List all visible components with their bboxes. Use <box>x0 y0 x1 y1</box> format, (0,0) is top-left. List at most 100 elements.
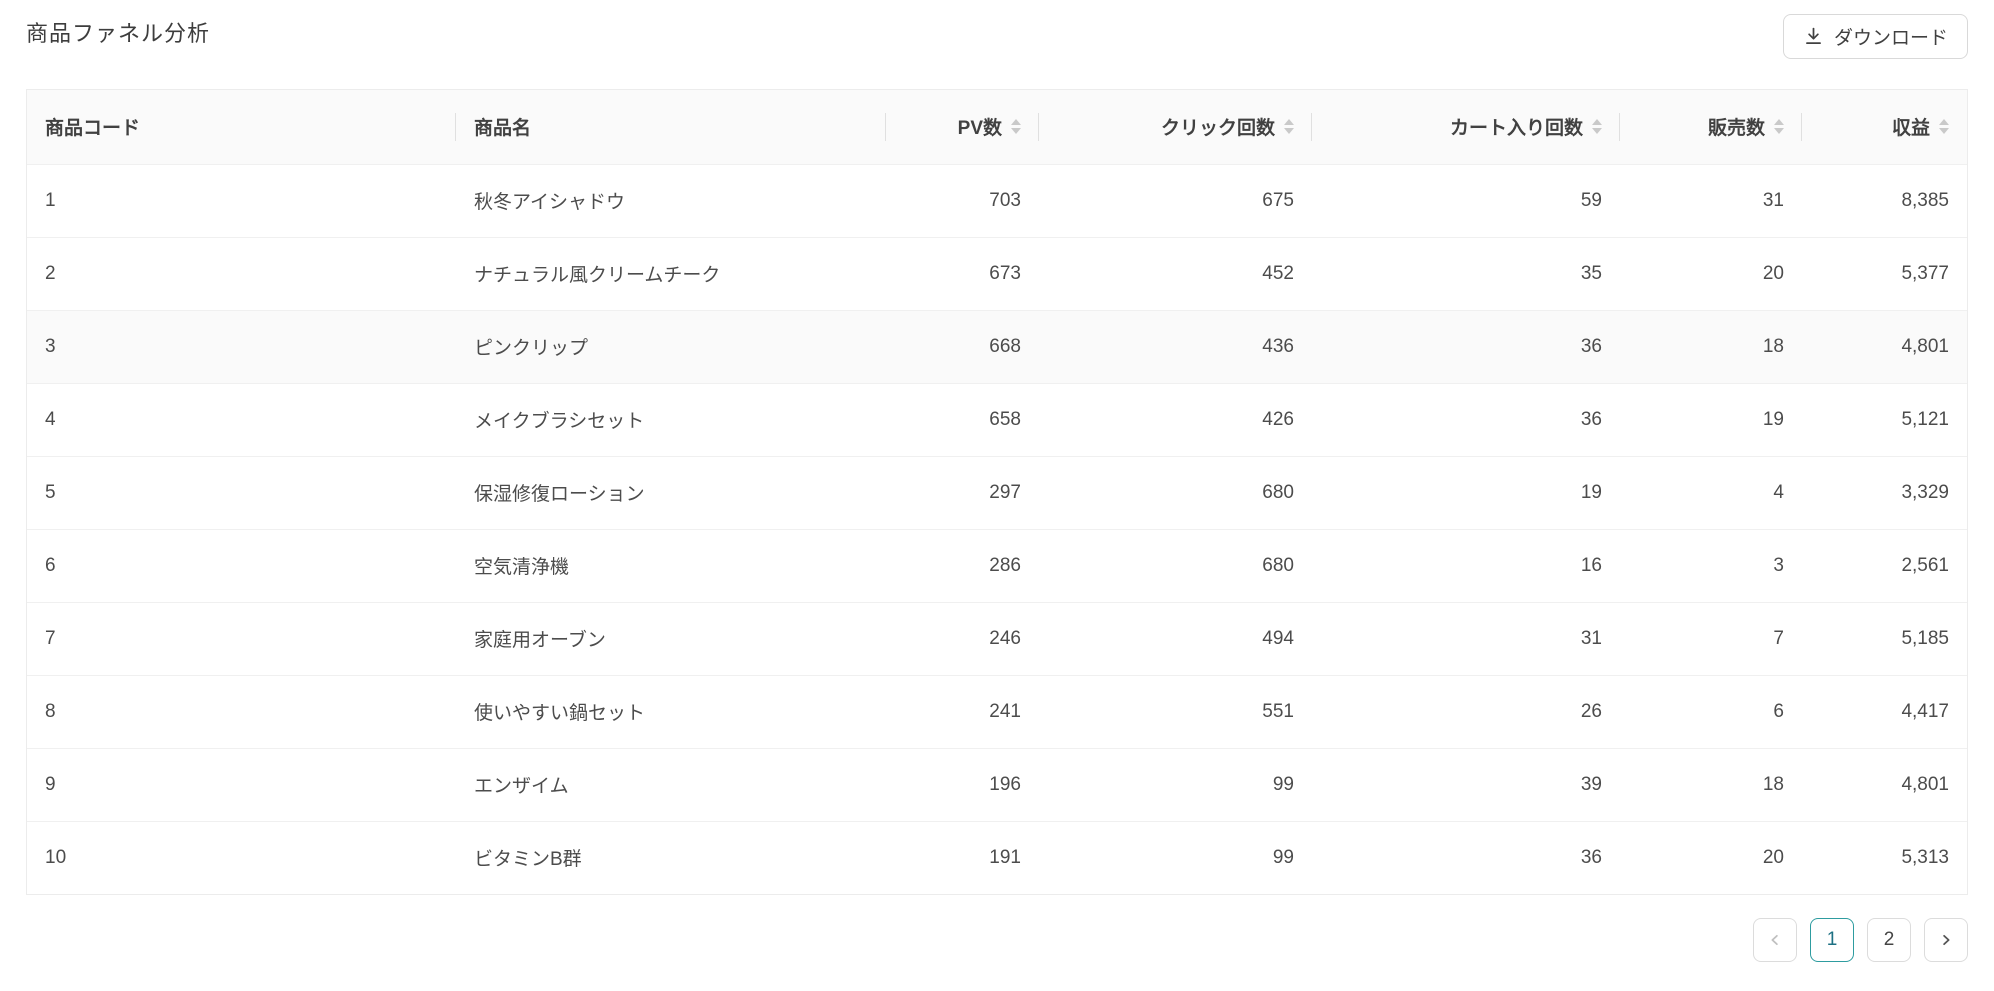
cell-sales: 20 <box>1620 236 1802 310</box>
cell-code: 9 <box>27 747 456 821</box>
sort-carets-icon[interactable] <box>1774 119 1784 135</box>
cell-pv: 668 <box>886 309 1039 383</box>
table-row: 10 ビタミンB群 191 99 36 20 5,313 <box>27 820 1967 894</box>
cell-code: 7 <box>27 601 456 675</box>
sort-carets-icon[interactable] <box>1592 119 1602 135</box>
column-header-product-name: 商品名 <box>456 90 886 164</box>
cell-sales: 3 <box>1620 528 1802 602</box>
cell-cart: 16 <box>1312 528 1620 602</box>
cell-code: 4 <box>27 382 456 456</box>
table-row: 1 秋冬アイシャドウ 703 675 59 31 8,385 <box>27 163 1967 237</box>
page-title: 商品ファネル分析 <box>26 21 211 46</box>
pagination-page-1[interactable]: 1 <box>1810 918 1854 962</box>
product-funnel-page: 商品ファネル分析 ダウンロード 商品コード 商品 <box>0 0 1994 962</box>
cell-pv: 191 <box>886 820 1039 894</box>
table-row: 6 空気清浄機 286 680 16 3 2,561 <box>27 528 1967 602</box>
cell-pv: 196 <box>886 747 1039 821</box>
cell-sales: 7 <box>1620 601 1802 675</box>
cell-name: 使いやすい鍋セット <box>456 674 886 748</box>
cell-revenue: 3,329 <box>1802 455 1967 529</box>
table-header-row: 商品コード 商品名 PV数 クリック回数 <box>27 90 1967 164</box>
cell-name: 保湿修復ローション <box>456 455 886 529</box>
cell-cart: 35 <box>1312 236 1620 310</box>
column-header-revenue[interactable]: 収益 <box>1802 90 1967 164</box>
table-row: 9 エンザイム 196 99 39 18 4,801 <box>27 747 1967 821</box>
table-row: 8 使いやすい鍋セット 241 551 26 6 4,417 <box>27 674 1967 748</box>
cell-name: 秋冬アイシャドウ <box>456 163 886 237</box>
cell-clicks: 551 <box>1039 674 1312 748</box>
cell-name: ナチュラル風クリームチーク <box>456 236 886 310</box>
cell-cart: 36 <box>1312 382 1620 456</box>
cell-pv: 703 <box>886 163 1039 237</box>
cell-clicks: 680 <box>1039 528 1312 602</box>
column-label: 収益 <box>1891 118 1930 140</box>
topbar: 商品ファネル分析 ダウンロード <box>26 0 1968 59</box>
column-label: クリック回数 <box>1160 118 1275 140</box>
table-row: 2 ナチュラル風クリームチーク 673 452 35 20 5,377 <box>27 236 1967 310</box>
cell-code: 10 <box>27 820 456 894</box>
column-header-pv[interactable]: PV数 <box>886 90 1039 164</box>
cell-pv: 297 <box>886 455 1039 529</box>
column-label: 販売数 <box>1707 118 1765 140</box>
pagination-next-button[interactable] <box>1924 918 1968 962</box>
sort-carets-icon[interactable] <box>1284 119 1294 135</box>
column-label: 商品コード <box>45 118 141 140</box>
column-header-product-code: 商品コード <box>27 90 456 164</box>
sort-carets-icon[interactable] <box>1939 119 1949 135</box>
cell-sales: 19 <box>1620 382 1802 456</box>
pagination-page-2[interactable]: 2 <box>1867 918 1911 962</box>
cell-name: メイクブラシセット <box>456 382 886 456</box>
cell-sales: 18 <box>1620 747 1802 821</box>
cell-clicks: 452 <box>1039 236 1312 310</box>
cell-name: エンザイム <box>456 747 886 821</box>
table-row: 3 ピンクリップ 668 436 36 18 4,801 <box>27 309 1967 383</box>
cell-pv: 658 <box>886 382 1039 456</box>
cell-revenue: 2,561 <box>1802 528 1967 602</box>
cell-cart: 19 <box>1312 455 1620 529</box>
download-button-label: ダウンロード <box>1833 28 1948 49</box>
cell-name: ピンクリップ <box>456 309 886 383</box>
chevron-right-icon <box>1937 931 1955 949</box>
cell-name: 家庭用オーブン <box>456 601 886 675</box>
download-icon <box>1803 26 1824 47</box>
cell-revenue: 4,417 <box>1802 674 1967 748</box>
download-button[interactable]: ダウンロード <box>1782 14 1968 59</box>
cell-sales: 6 <box>1620 674 1802 748</box>
sort-carets-icon[interactable] <box>1011 119 1021 135</box>
cell-clicks: 99 <box>1039 820 1312 894</box>
cell-sales: 31 <box>1620 163 1802 237</box>
cell-code: 8 <box>27 674 456 748</box>
product-funnel-table: 商品コード 商品名 PV数 クリック回数 <box>26 89 1968 895</box>
cell-code: 3 <box>27 309 456 383</box>
cell-name: 空気清浄機 <box>456 528 886 602</box>
cell-clicks: 99 <box>1039 747 1312 821</box>
pagination: 1 2 <box>26 918 1968 962</box>
cell-pv: 241 <box>886 674 1039 748</box>
cell-revenue: 5,377 <box>1802 236 1967 310</box>
column-label: カート入り回数 <box>1449 118 1583 140</box>
cell-code: 1 <box>27 163 456 237</box>
cell-pv: 286 <box>886 528 1039 602</box>
column-label: PV数 <box>957 118 1002 140</box>
cell-revenue: 5,313 <box>1802 820 1967 894</box>
cell-clicks: 494 <box>1039 601 1312 675</box>
cell-pv: 673 <box>886 236 1039 310</box>
column-header-cart-adds[interactable]: カート入り回数 <box>1312 90 1620 164</box>
cell-cart: 39 <box>1312 747 1620 821</box>
cell-pv: 246 <box>886 601 1039 675</box>
cell-clicks: 436 <box>1039 309 1312 383</box>
cell-revenue: 4,801 <box>1802 747 1967 821</box>
cell-clicks: 675 <box>1039 163 1312 237</box>
cell-code: 6 <box>27 528 456 602</box>
cell-cart: 59 <box>1312 163 1620 237</box>
cell-code: 2 <box>27 236 456 310</box>
column-header-sales[interactable]: 販売数 <box>1620 90 1802 164</box>
table-row: 5 保湿修復ローション 297 680 19 4 3,329 <box>27 455 1967 529</box>
cell-revenue: 5,121 <box>1802 382 1967 456</box>
cell-name: ビタミンB群 <box>456 820 886 894</box>
cell-code: 5 <box>27 455 456 529</box>
column-header-clicks[interactable]: クリック回数 <box>1039 90 1312 164</box>
table-row: 7 家庭用オーブン 246 494 31 7 5,185 <box>27 601 1967 675</box>
pagination-prev-button[interactable] <box>1753 918 1797 962</box>
chevron-left-icon <box>1766 931 1784 949</box>
